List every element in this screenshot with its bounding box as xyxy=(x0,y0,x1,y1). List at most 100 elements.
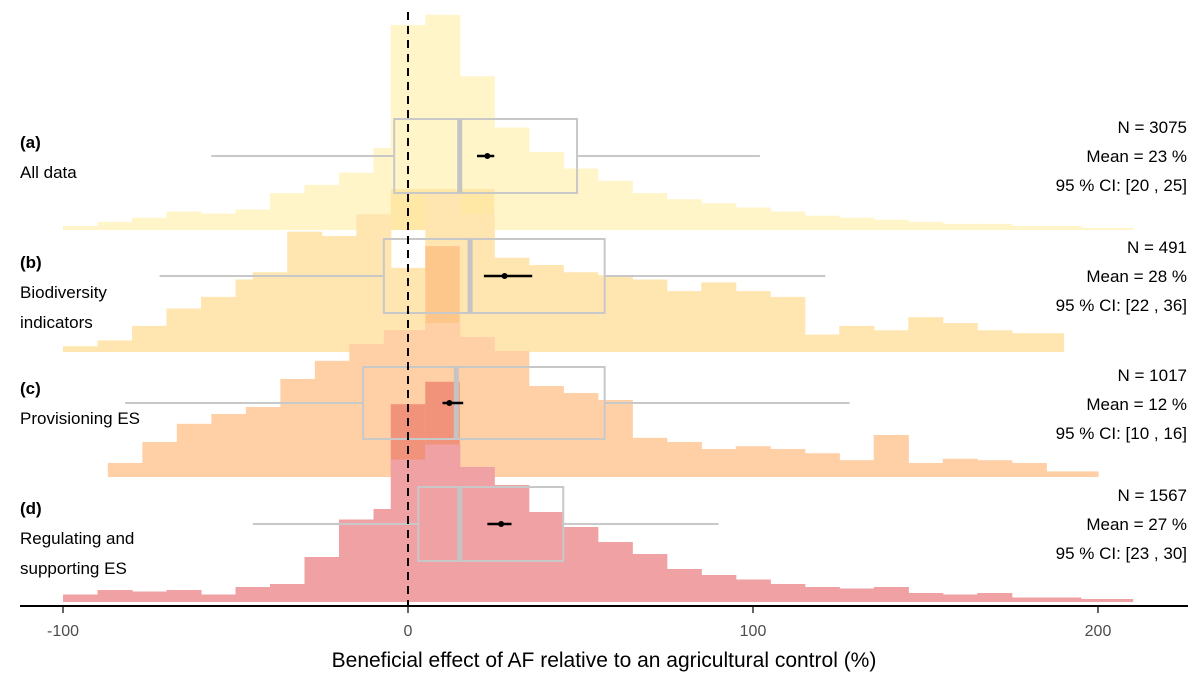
histogram-bar xyxy=(735,579,771,602)
histogram-bar xyxy=(563,527,599,602)
histogram-bar xyxy=(142,442,178,477)
histogram-bar xyxy=(132,217,168,230)
histogram-bar xyxy=(1080,599,1134,602)
histogram-bar xyxy=(166,308,202,352)
mean-ci-d xyxy=(487,521,512,527)
histogram-bar xyxy=(235,279,254,352)
stat-ci: 95 % CI: [23 , 30] xyxy=(1055,544,1187,563)
histogram-panel-a xyxy=(63,14,1134,230)
histogram-bar xyxy=(107,463,143,477)
histogram-bar xyxy=(356,214,392,352)
iqr-box xyxy=(417,486,565,562)
boxplot-d xyxy=(252,486,719,562)
mean-ci-c xyxy=(442,400,464,406)
panel-label-d: (d) Regulating and supporting ES xyxy=(20,494,134,584)
stat-n: N = 3075 xyxy=(1117,118,1187,137)
histogram-bar xyxy=(1011,333,1065,352)
stat-ci: 95 % CI: [10 , 16] xyxy=(1055,424,1187,443)
stat-mean: Mean = 27 % xyxy=(1086,515,1187,534)
histogram-bar xyxy=(97,340,133,352)
histogram-bar xyxy=(1080,227,1134,230)
histogram-bar xyxy=(1011,225,1047,230)
histogram-bar xyxy=(666,569,702,602)
histogram-bar xyxy=(528,512,564,602)
histogram-bar xyxy=(632,193,668,230)
histogram-bar xyxy=(459,467,495,602)
x-axis-ticks: -100 0 100 200 xyxy=(47,607,1111,640)
histogram-bar xyxy=(176,423,212,477)
histogram-bar xyxy=(270,193,306,230)
histogram-bar xyxy=(804,587,840,602)
panel-tag: (c) xyxy=(20,379,41,398)
histogram-bar xyxy=(235,587,271,602)
histogram-bar xyxy=(701,575,737,602)
histogram-bar xyxy=(977,223,1013,230)
stats-b: N = 491 Mean = 28 % 95 % CI: [22 , 36] xyxy=(1056,233,1187,320)
panel-name: All data xyxy=(20,163,77,182)
x-tick-label: 100 xyxy=(740,623,767,640)
histogram-bar xyxy=(908,221,944,230)
histogram-bar xyxy=(839,460,875,477)
stat-n: N = 491 xyxy=(1126,238,1187,257)
stat-ci: 95 % CI: [22 , 36] xyxy=(1055,296,1187,315)
histogram-bar xyxy=(839,217,875,230)
stat-n: N = 1567 xyxy=(1117,486,1187,505)
iqr-box xyxy=(393,118,579,194)
panel-name: Regulating and xyxy=(20,529,135,548)
histogram-bar xyxy=(770,296,806,352)
histogram-bar xyxy=(770,584,806,602)
panel-name: Provisioning ES xyxy=(20,409,141,428)
histogram-bar xyxy=(770,449,806,477)
histogram-layer xyxy=(63,14,1134,602)
histogram-bar xyxy=(97,221,133,230)
histogram-bar xyxy=(908,317,944,352)
panel-label-b: (b) Biodiversity indicators xyxy=(20,248,107,338)
histogram-bar xyxy=(287,231,323,352)
mean-point xyxy=(484,153,491,159)
histogram-bar xyxy=(494,257,530,352)
stats-c: N = 1017 Mean = 12 % 95 % CI: [10 , 16] xyxy=(1056,361,1187,448)
x-axis-title: Beneficial effect of AF relative to an a… xyxy=(332,649,877,672)
stat-n: N = 1017 xyxy=(1117,366,1187,385)
panel-tag: (d) xyxy=(20,499,42,518)
x-tick-label: -100 xyxy=(47,623,79,640)
histogram-bar xyxy=(942,223,978,230)
histogram-bar xyxy=(666,442,702,477)
histogram-bar xyxy=(528,386,564,477)
histogram-bar xyxy=(597,542,633,602)
stats-a: N = 3075 Mean = 23 % 95 % CI: [20 , 25] xyxy=(1056,113,1187,200)
x-tick-label: 200 xyxy=(1085,623,1112,640)
histogram-bar xyxy=(373,509,392,602)
histogram-bar xyxy=(632,437,668,477)
histogram-bar xyxy=(166,590,202,602)
histogram-bar xyxy=(977,330,1013,352)
histogram-bar xyxy=(314,360,350,477)
mean-ci-layer xyxy=(442,153,533,527)
histogram-bar xyxy=(339,519,375,602)
panel-label-c: (c) Provisioning ES xyxy=(20,374,140,434)
histogram-bar xyxy=(304,184,340,230)
histogram-bar xyxy=(494,351,530,477)
histogram-bar xyxy=(701,282,737,352)
histogram-bar xyxy=(873,435,909,477)
histogram-bar xyxy=(873,219,909,230)
histogram-bar xyxy=(804,453,840,477)
histogram-bar xyxy=(63,346,99,352)
histogram-bar xyxy=(97,590,133,602)
histogram-bar xyxy=(201,213,237,230)
histogram-bar xyxy=(735,207,771,230)
panel-name: indicators xyxy=(20,313,93,332)
histogram-bar xyxy=(942,323,978,352)
mean-point xyxy=(498,521,505,527)
stat-mean: Mean = 23 % xyxy=(1086,147,1187,166)
histogram-bar xyxy=(632,554,668,602)
stat-mean: Mean = 28 % xyxy=(1086,267,1187,286)
stats-d: N = 1567 Mean = 27 % 95 % CI: [23 , 30] xyxy=(1056,481,1187,568)
histogram-bar xyxy=(425,444,461,602)
histogram-bar xyxy=(201,296,237,352)
histogram-bar xyxy=(349,344,385,477)
mean-point xyxy=(501,273,508,279)
histogram-bar xyxy=(321,236,357,352)
histogram-bar xyxy=(304,557,340,602)
histogram-bar xyxy=(63,225,99,230)
